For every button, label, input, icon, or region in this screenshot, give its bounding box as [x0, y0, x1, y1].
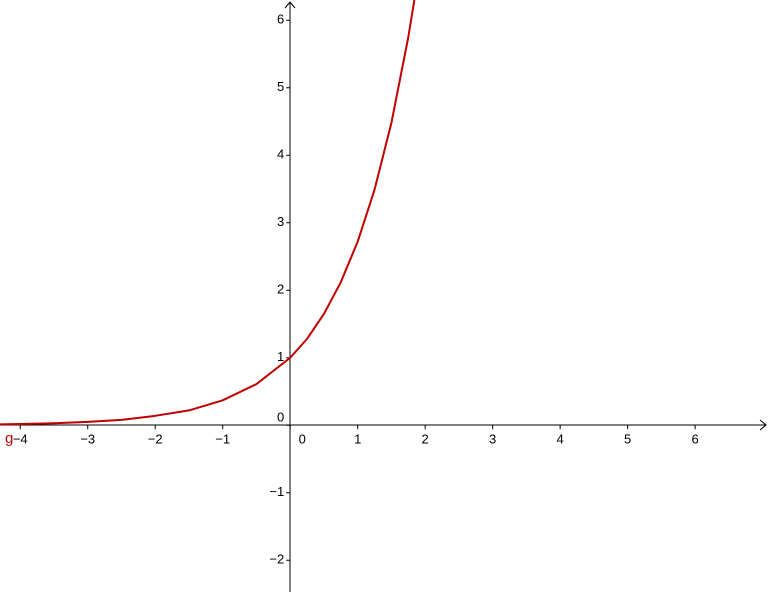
x-tick-label: −1 [215, 432, 230, 447]
y-tick-label: 1 [277, 349, 284, 364]
y-tick-label: 6 [277, 12, 284, 27]
x-tick-label: −2 [148, 432, 163, 447]
x-tick-label: 1 [354, 432, 361, 447]
y-tick-label: 3 [277, 214, 284, 229]
y-tick-label: 0 [277, 410, 284, 425]
x-tick-label: −4 [13, 432, 28, 447]
x-tick-label: 4 [557, 432, 564, 447]
x-tick-label: 3 [489, 432, 496, 447]
x-axis-arrow [759, 419, 767, 431]
x-tick-label: −3 [80, 432, 95, 447]
x-tick-label: 0 [299, 432, 306, 447]
y-tick-label: 4 [277, 147, 284, 162]
y-axis-arrow [284, 1, 296, 9]
x-tick-label: 5 [624, 432, 631, 447]
y-tick-label: −1 [269, 484, 284, 499]
x-tick-label: 6 [691, 432, 698, 447]
y-tick-label: −2 [269, 552, 284, 567]
curve [0, 0, 416, 426]
curve-label: g [5, 430, 13, 447]
x-tick-label: 2 [422, 432, 429, 447]
y-tick-label: 5 [277, 79, 284, 94]
y-tick-label: 2 [277, 282, 284, 297]
